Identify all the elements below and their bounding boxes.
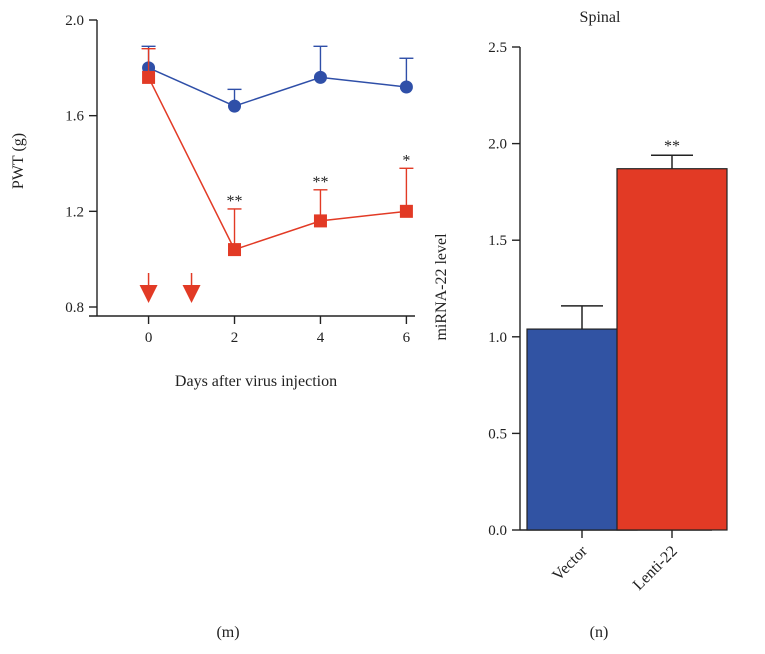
panel-label-n: (n) <box>590 624 609 641</box>
mirna-y-tick-label: 1.5 <box>488 233 507 249</box>
pwt-x-tick-label: 4 <box>317 330 325 346</box>
mirna-y-tick-label: 2.0 <box>488 137 507 153</box>
pwt-y-tick-label: 0.8 <box>65 300 84 316</box>
panel-label-m: (m) <box>216 624 239 641</box>
pwt-axes <box>89 20 415 317</box>
mirna-y-ticks: 0.0 0.5 1.0 1.5 2.0 2.5 <box>488 40 520 539</box>
pwt-significance-label: ** <box>312 174 328 191</box>
mirna-significance-label: ** <box>664 138 680 155</box>
pwt-x-tick-label: 6 <box>403 330 411 346</box>
mirna-y-axis-label: miRNA-22 level <box>433 233 450 341</box>
pwt-point <box>399 80 413 94</box>
pwt-series-line <box>148 67 407 107</box>
pwt-point <box>142 70 156 84</box>
pwt-y-tick-label: 1.6 <box>65 109 84 125</box>
injection-arrow-head <box>139 285 158 303</box>
pwt-significance-label: ** <box>227 193 243 210</box>
mirna-bars: ** <box>526 138 728 531</box>
mirna-y-tick-label: 2.5 <box>488 40 507 56</box>
injection-arrow-head <box>182 285 201 303</box>
pwt-y-tick-label: 2.0 <box>65 13 84 29</box>
mirna-x-tick-label: Vector <box>549 542 591 584</box>
pwt-x-tick-label: 2 <box>231 330 239 346</box>
pwt-series: ***** <box>141 45 414 257</box>
pwt-point <box>228 99 242 113</box>
pwt-point <box>399 204 413 218</box>
pwt-series-group <box>141 45 414 113</box>
pwt-point <box>313 214 327 228</box>
mirna-chart-title: Spinal <box>580 9 621 26</box>
pwt-y-tick-label: 1.2 <box>65 204 84 220</box>
pwt-point <box>313 70 327 84</box>
mirna-bar <box>616 168 728 531</box>
pwt-y-axis-label: PWT (g) <box>10 133 27 189</box>
pwt-x-tick-label: 0 <box>145 330 153 346</box>
mirna-y-tick-label: 0.0 <box>488 523 507 539</box>
pwt-x-axis-label: Days after virus injection <box>175 373 337 390</box>
mirna-y-tick-label: 0.5 <box>488 426 507 442</box>
pwt-series-group: ***** <box>141 48 414 257</box>
mirna-x-ticks: Vector Lenti-22 <box>549 530 681 594</box>
pwt-point <box>228 243 242 257</box>
injection-arrows <box>139 273 201 303</box>
pwt-series-line <box>147 77 407 251</box>
mirna-x-tick-label: Lenti-22 <box>630 543 681 594</box>
pwt-x-ticks: 0 2 4 6 <box>145 316 411 346</box>
pwt-y-ticks: 0.8 1.2 1.6 2.0 <box>65 13 97 316</box>
mirna-y-tick-label: 1.0 <box>488 330 507 346</box>
pwt-significance-label: * <box>402 152 410 169</box>
mirna-bar-chart: Spinal 0.0 0.5 1.0 1.5 2.0 2.5 ** Vector Lenti… <box>433 9 728 594</box>
